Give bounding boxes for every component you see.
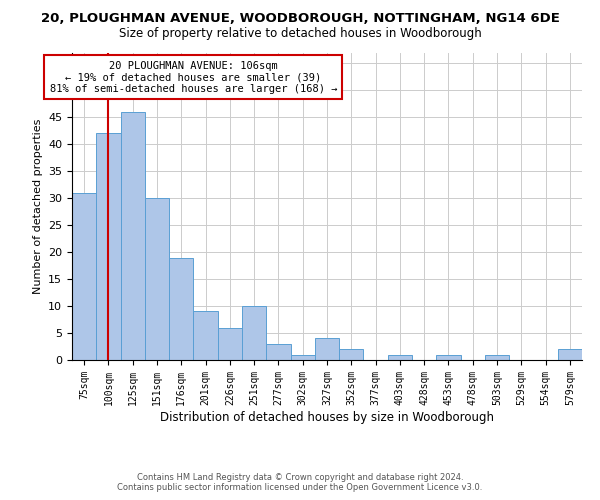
Bar bbox=[96, 134, 121, 360]
Bar bbox=[242, 306, 266, 360]
Y-axis label: Number of detached properties: Number of detached properties bbox=[32, 118, 43, 294]
Bar bbox=[315, 338, 339, 360]
Bar bbox=[388, 354, 412, 360]
Bar bbox=[485, 354, 509, 360]
Bar bbox=[169, 258, 193, 360]
Bar bbox=[290, 354, 315, 360]
Text: Size of property relative to detached houses in Woodborough: Size of property relative to detached ho… bbox=[119, 28, 481, 40]
Bar bbox=[145, 198, 169, 360]
Text: 20, PLOUGHMAN AVENUE, WOODBOROUGH, NOTTINGHAM, NG14 6DE: 20, PLOUGHMAN AVENUE, WOODBOROUGH, NOTTI… bbox=[41, 12, 559, 26]
X-axis label: Distribution of detached houses by size in Woodborough: Distribution of detached houses by size … bbox=[160, 410, 494, 424]
Bar bbox=[72, 193, 96, 360]
Bar bbox=[193, 312, 218, 360]
Text: Contains HM Land Registry data © Crown copyright and database right 2024.
Contai: Contains HM Land Registry data © Crown c… bbox=[118, 473, 482, 492]
Bar bbox=[266, 344, 290, 360]
Bar bbox=[339, 349, 364, 360]
Bar bbox=[558, 349, 582, 360]
Text: 20 PLOUGHMAN AVENUE: 106sqm
← 19% of detached houses are smaller (39)
81% of sem: 20 PLOUGHMAN AVENUE: 106sqm ← 19% of det… bbox=[50, 60, 337, 94]
Bar bbox=[436, 354, 461, 360]
Bar bbox=[218, 328, 242, 360]
Bar bbox=[121, 112, 145, 360]
